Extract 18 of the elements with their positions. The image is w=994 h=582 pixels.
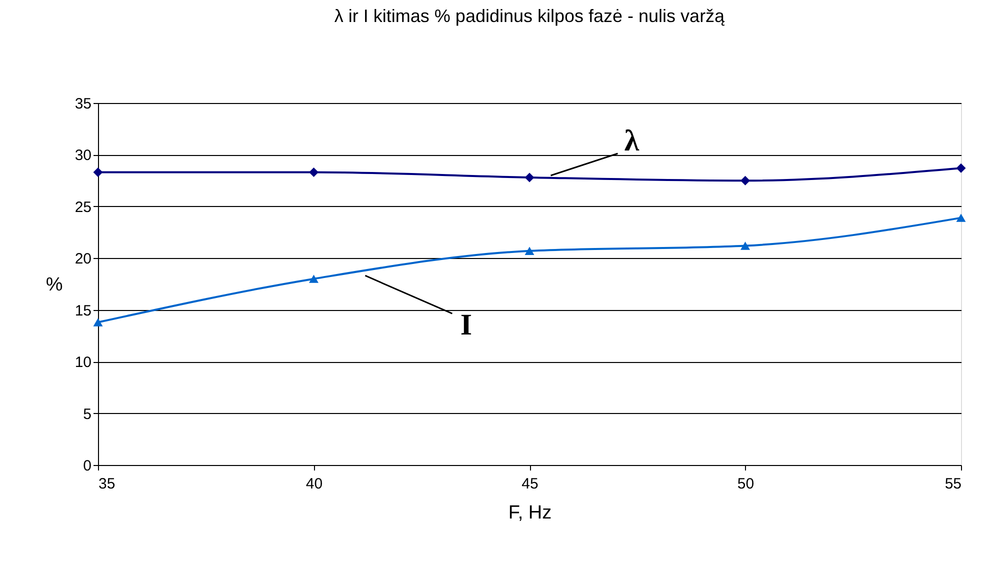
x-tick-label: 50 <box>737 476 754 492</box>
y-tick-label: 20 <box>74 250 92 268</box>
y-tick-label: 15 <box>74 302 92 320</box>
x-tick-label: 40 <box>306 476 323 492</box>
y-tick-label: 0 <box>83 458 92 474</box>
chart-title: λ ir I kitimas % padidinus kilpos fazė - nulis varžą <box>334 6 726 26</box>
x-tick-label: 55 <box>944 476 962 492</box>
annotation: λ <box>624 124 640 158</box>
x-tick-label: 35 <box>98 476 116 492</box>
x-tick-label: 45 <box>522 476 538 492</box>
y-tick-label: 5 <box>83 406 92 423</box>
y-tick-label: 30 <box>74 147 92 164</box>
y-tick-label: 35 <box>74 96 92 112</box>
y-tick-label: 25 <box>74 198 92 216</box>
annotation: I <box>460 308 472 342</box>
y-tick-label: 10 <box>74 354 92 372</box>
y-axis-title: % <box>46 274 63 296</box>
x-axis-title: F, Hz <box>508 502 552 524</box>
